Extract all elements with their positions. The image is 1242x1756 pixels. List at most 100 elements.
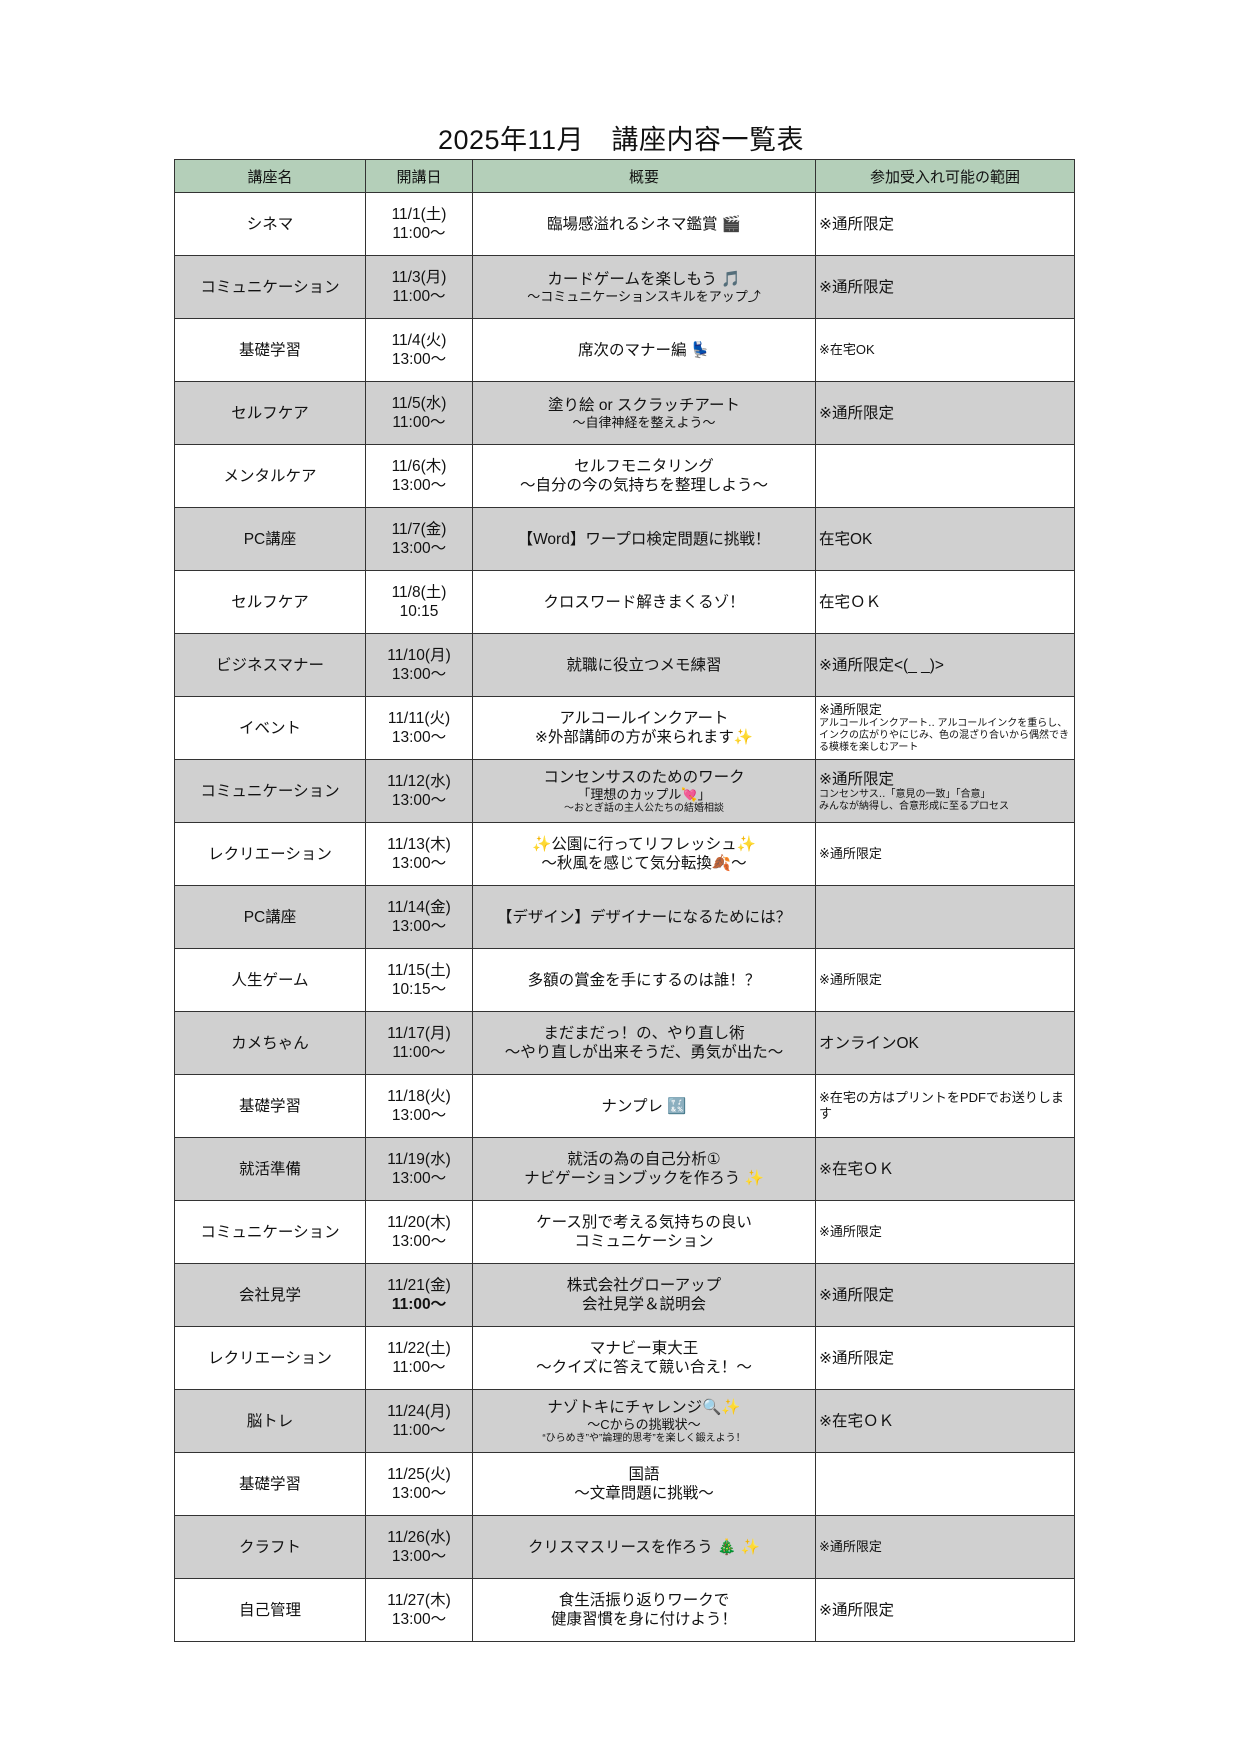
summary-cell: マナビー東大王 〜クイズに答えて競い合え！〜: [472, 1326, 816, 1390]
summary-line: まだまだっ！の、やり直し術: [543, 1025, 745, 1042]
summary-line: “ひらめき”や”論理的思考”を楽しく鍛えよう！: [542, 1432, 746, 1444]
summary-cell: 国語 〜文章問題に挑戦〜: [472, 1452, 816, 1516]
date-cell: 11/17(月) 11:00〜: [365, 1011, 473, 1075]
start-time: 11:00〜: [392, 225, 446, 242]
date-cell: 11/3(月) 11:00〜: [365, 255, 473, 319]
scope-cell: ※通所限定: [815, 1326, 1075, 1390]
table-row: 脳トレ 11/24(月) 11:00〜 ナゾトキにチャレンジ🔍✨ 〜Cからの挑戦状〜 “ひ…: [174, 1389, 1075, 1453]
date-cell: 11/6(木) 13:00〜: [365, 444, 473, 508]
summary-cell: 就活の為の自己分析① ナビゲーションブックを作ろう ✨: [472, 1137, 816, 1201]
date-cell: 11/19(水) 13:00〜: [365, 1137, 473, 1201]
date: 11/1(土): [391, 206, 447, 223]
date-cell: 11/27(木) 13:00〜: [365, 1578, 473, 1642]
summary-line: 「理想のカップル💘」: [577, 786, 711, 802]
date-cell: 11/20(木) 13:00〜: [365, 1200, 473, 1264]
course-name-cell: セルフケア: [174, 570, 366, 634]
date: 11/4(火): [391, 332, 447, 349]
table-header-row: 講座名 開講日 概要 参加受入れ可能の範囲: [174, 159, 1075, 193]
summary-cell: クリスマスリースを作ろう 🎄 ✨: [472, 1515, 816, 1579]
summary-cell: 臨場感溢れるシネマ鑑賞 🎬: [472, 192, 816, 256]
table-row: レクリエーション 11/22(土) 11:00〜 マナビー東大王 〜クイズに答えて競い合…: [174, 1326, 1075, 1390]
course-name-cell: 人生ゲーム: [174, 948, 366, 1012]
date: 11/17(月): [387, 1025, 451, 1042]
summary-line: コンセンサスのためのワーク: [543, 768, 745, 786]
course-name-cell: 基礎学習: [174, 318, 366, 382]
summary-cell: まだまだっ！の、やり直し術〜やり直しが出来そうだ、勇気が出た〜: [472, 1011, 816, 1075]
summary-line: セルフモニタリング: [574, 458, 714, 475]
table-row: 基礎学習 11/18(火) 13:00〜 ナンプレ 🔣 ※在宅の方はプリントをPDFでお…: [174, 1074, 1075, 1138]
start-time: 13:00〜: [391, 477, 447, 494]
scope-line: ※在宅の方はプリントをPDFでお送りします: [819, 1090, 1064, 1121]
table-row: シネマ 11/1(土) 11:00〜 臨場感溢れるシネマ鑑賞 🎬 ※通所限定: [174, 192, 1075, 256]
date-cell: 11/22(土) 11:00〜: [365, 1326, 473, 1390]
summary-line: 〜自律神経を整えよう〜: [572, 414, 716, 430]
scope-cell: 在宅ＯＫ: [815, 570, 1075, 634]
date: 11/13(木): [387, 836, 451, 853]
course-name-cell: レクリエーション: [174, 822, 366, 886]
date: 11/18(火): [387, 1088, 451, 1105]
summary-line: 〜おとぎ話の主人公たちの結婚相談: [564, 802, 724, 814]
scope-cell: ※在宅の方はプリントをPDFでお送りします: [815, 1074, 1075, 1138]
scope-line: アルコールインクアート‥ アルコールインクを重らし、インクの広がりやにじみ、色の…: [819, 718, 1069, 753]
course-name-cell: 会社見学: [174, 1263, 366, 1327]
scope-line: ※通所限定: [819, 972, 882, 987]
date: 11/15(土): [387, 962, 451, 979]
scope-cell: ※通所限定: [815, 1578, 1075, 1642]
course-table: 講座名 開講日 概要 参加受入れ可能の範囲 シネマ 11/1(土) 11:00〜 臨場…: [174, 159, 1075, 1642]
scope-line: ※在宅ＯＫ: [819, 1160, 894, 1178]
summary-cell: セルフモニタリング〜自分の今の気持ちを整理しよう〜: [472, 444, 816, 508]
summary-cell: ナゾトキにチャレンジ🔍✨ 〜Cからの挑戦状〜 “ひらめき”や”論理的思考”を楽しく鍛…: [472, 1389, 816, 1453]
summary-line: ※外部講師の方が来られます✨: [534, 729, 754, 746]
table-row: コミュニケーション 11/20(木) 13:00〜 ケース別で考える気持ちの良い コミュ…: [174, 1200, 1075, 1264]
course-name-cell: 基礎学習: [174, 1074, 366, 1138]
summary-line: ナビゲーションブックを作ろう ✨: [524, 1170, 764, 1187]
summary-line: 就活の為の自己分析①: [567, 1151, 721, 1168]
date-cell: 11/24(月) 11:00〜: [365, 1389, 473, 1453]
scope-cell: ※通所限定: [815, 381, 1075, 445]
summary-cell: 就職に役立つメモ練習: [472, 633, 816, 697]
summary-line: ナゾトキにチャレンジ🔍✨: [547, 1398, 741, 1416]
start-time: 11:00〜: [392, 1422, 446, 1439]
date: 11/11(火): [387, 710, 451, 727]
summary-line: 国語: [628, 1466, 660, 1483]
date: 11/27(木): [387, 1592, 451, 1609]
summary-cell: 【Word】ワープロ検定問題に挑戦！: [472, 507, 816, 571]
summary-cell: カードゲームを楽しもう 🎵 〜コミュニケーションスキルをアップ⤴: [472, 255, 816, 319]
date: 11/7(金): [391, 521, 447, 538]
course-name-cell: PC講座: [174, 507, 366, 571]
scope-cell: ※通所限定: [815, 255, 1075, 319]
summary-line: 会社見学＆説明会: [581, 1296, 706, 1313]
summary-cell: クロスワード解きまくるゾ！: [472, 570, 816, 634]
scope-cell: ※通所限定: [815, 1515, 1075, 1579]
start-time: 11:00〜: [392, 414, 446, 431]
course-name-cell: 脳トレ: [174, 1389, 366, 1453]
course-name-cell: メンタルケア: [174, 444, 366, 508]
scope-cell: ※通所限定<(_ _)>: [815, 633, 1075, 697]
summary-line: マナビー東大王: [589, 1340, 699, 1357]
course-name-cell: コミュニケーション: [174, 1200, 366, 1264]
course-name-cell: レクリエーション: [174, 1326, 366, 1390]
summary-line: 〜自分の今の気持ちを整理しよう〜: [519, 477, 768, 494]
scope-cell: ※通所限定: [815, 1263, 1075, 1327]
table-row: ビジネスマナー 11/10(月) 13:00〜 就職に役立つメモ練習 ※通所限定<(_ …: [174, 633, 1075, 697]
course-name-cell: イベント: [174, 696, 366, 760]
date-cell: 11/4(火) 13:00〜: [365, 318, 473, 382]
table-row: カメちゃん 11/17(月) 11:00〜 まだまだっ！の、やり直し術 〜やり直しが出来…: [174, 1011, 1075, 1075]
table-row: 人生ゲーム 11/15(土) 10:15〜 多額の賞金を手にするのは誰！？ ※通所限定: [174, 948, 1075, 1012]
course-name-cell: PC講座: [174, 885, 366, 949]
table-row: イベント 11/11(火) 13:00〜 アルコールインクアート ※外部講師の方が来られ…: [174, 696, 1075, 760]
start-time: 13:00〜: [391, 1548, 447, 1565]
table-row: 自己管理 11/27(木) 13:00〜 食生活振り返りワークで 健康習慣を身に付けよう…: [174, 1578, 1075, 1642]
date: 11/10(月): [387, 647, 451, 664]
summary-line: 〜コミュニケーションスキルをアップ⤴: [527, 288, 761, 304]
date-cell: 11/18(火) 13:00〜: [365, 1074, 473, 1138]
scope-line: ※在宅ＯＫ: [819, 1412, 894, 1430]
summary-line: 臨場感溢れるシネマ鑑賞 🎬: [546, 215, 742, 233]
date: 11/24(月): [387, 1403, 451, 1420]
scope-line: ※通所限定<(_ _)>: [819, 656, 944, 674]
table-row: 基礎学習 11/25(火) 13:00〜 国語 〜文章問題に挑戦〜: [174, 1452, 1075, 1516]
header-summary: 概要: [472, 159, 816, 193]
start-time: 11:00〜: [392, 1044, 446, 1061]
summary-line: 〜やり直しが出来そうだ、勇気が出た〜: [504, 1044, 784, 1061]
scope-line: ※通所限定: [819, 1601, 894, 1619]
